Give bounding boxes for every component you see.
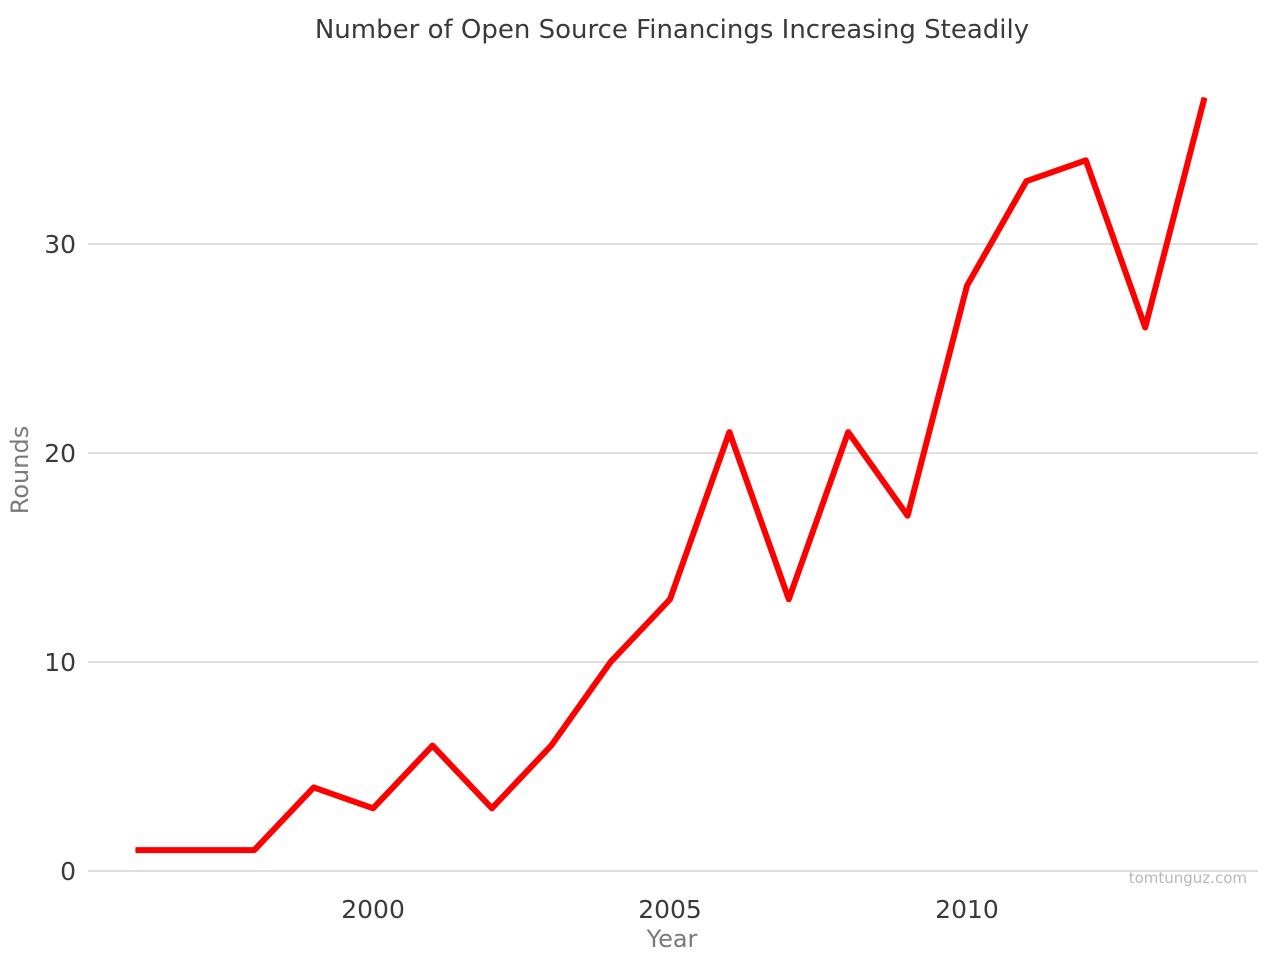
data-point-2001 <box>431 745 433 747</box>
data-point-2009 <box>907 515 909 517</box>
data-point-2002 <box>491 807 493 809</box>
y-tick-label: 20 <box>44 439 76 468</box>
x-tick-label: 2005 <box>638 895 702 924</box>
data-point-2007 <box>788 598 790 600</box>
x-axis-ticks: 2000 2005 2010 <box>341 895 999 924</box>
y-axis-label: Rounds <box>6 426 34 514</box>
y-axis-ticks: 0 10 20 30 <box>44 230 76 886</box>
y-tick-label: 0 <box>60 857 76 886</box>
gridlines <box>88 243 1258 872</box>
series-layer <box>135 96 1208 854</box>
x-tick-label: 2000 <box>341 895 405 924</box>
data-point-1999 <box>313 786 315 788</box>
data-point-2003 <box>550 745 552 747</box>
data-point-2013 <box>1144 327 1146 329</box>
data-point-2005 <box>669 598 671 600</box>
data-point-2008 <box>847 431 849 433</box>
data-point-1998 <box>253 849 255 851</box>
y-tick-label: 30 <box>44 230 76 259</box>
data-point-2012 <box>1085 159 1087 161</box>
x-axis-label: Year <box>646 925 698 953</box>
series-line-rounds <box>135 96 1208 854</box>
chart-title: Number of Open Source Financings Increas… <box>315 15 1029 45</box>
x-tick-label: 2010 <box>935 895 999 924</box>
data-point-2011 <box>1025 180 1027 182</box>
data-point-2010 <box>966 285 968 287</box>
watermark: tomtunguz.com <box>1129 869 1247 887</box>
data-point-2006 <box>728 431 730 433</box>
data-point-2014 <box>1204 97 1206 99</box>
data-point-1996 <box>135 849 137 851</box>
data-point-1997 <box>194 849 196 851</box>
data-point-2004 <box>610 661 612 663</box>
y-tick-label: 10 <box>44 648 76 677</box>
data-point-2000 <box>372 807 374 809</box>
